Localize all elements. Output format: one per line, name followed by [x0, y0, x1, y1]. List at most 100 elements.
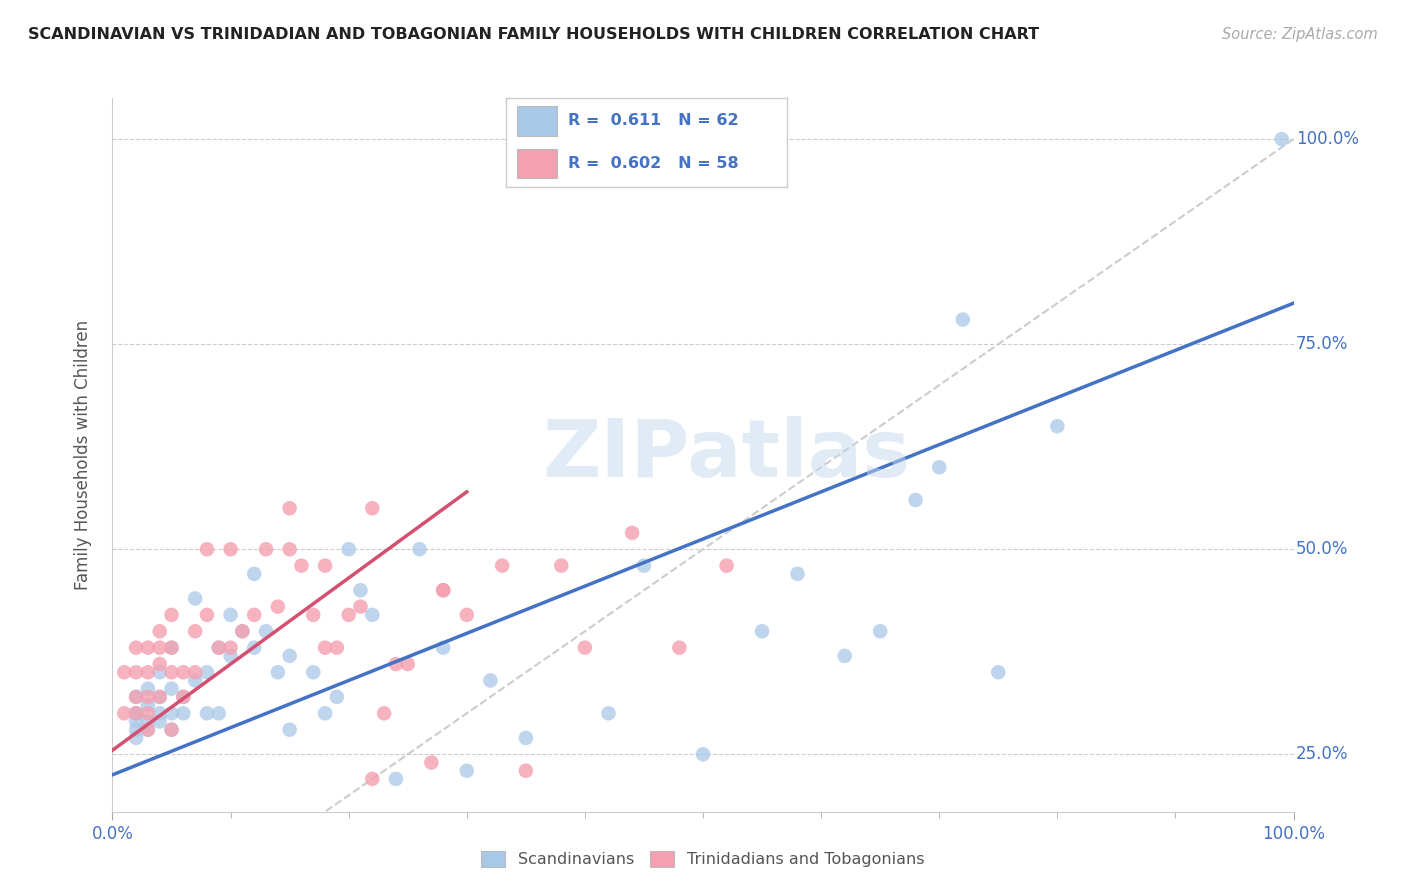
Point: [172, 665, 194, 680]
Point: [987, 665, 1010, 680]
Point: [243, 566, 266, 581]
Point: [195, 665, 218, 680]
Point: [633, 558, 655, 573]
Point: [1271, 132, 1294, 146]
Point: [172, 690, 194, 704]
Point: [125, 706, 148, 721]
Point: [243, 640, 266, 655]
Text: 75.0%: 75.0%: [1296, 335, 1348, 353]
Point: [125, 690, 148, 704]
Point: [208, 640, 231, 655]
Point: [361, 501, 384, 516]
Point: [598, 706, 620, 721]
Point: [515, 764, 537, 778]
Point: [195, 607, 218, 622]
Point: [349, 599, 371, 614]
Point: [136, 681, 159, 696]
Point: [456, 821, 478, 835]
Point: [786, 566, 808, 581]
Point: [184, 673, 207, 688]
Point: [361, 607, 384, 622]
Point: [160, 723, 183, 737]
Point: [208, 706, 231, 721]
Point: [172, 690, 194, 704]
Point: [373, 706, 395, 721]
Point: [432, 583, 454, 598]
Point: [314, 558, 336, 573]
Point: [278, 723, 301, 737]
Point: [668, 640, 690, 655]
Point: [149, 690, 172, 704]
Point: [1046, 419, 1069, 434]
Point: [219, 640, 242, 655]
Point: [136, 706, 159, 721]
Point: [160, 723, 183, 737]
Point: [125, 706, 148, 721]
Point: [834, 648, 856, 663]
Point: [278, 501, 301, 516]
Point: [267, 665, 290, 680]
Point: [149, 624, 172, 639]
Point: [160, 665, 183, 680]
Point: [112, 706, 135, 721]
Point: [326, 640, 349, 655]
Bar: [517, 106, 557, 136]
Point: [337, 542, 360, 557]
Point: [160, 607, 183, 622]
Point: [385, 772, 408, 786]
Y-axis label: Family Households with Children: Family Households with Children: [73, 320, 91, 590]
Legend: Scandinavians, Trinidadians and Tobagonians: Scandinavians, Trinidadians and Tobagoni…: [474, 843, 932, 875]
Point: [302, 665, 325, 680]
Point: [515, 731, 537, 745]
Point: [456, 607, 478, 622]
Point: [160, 640, 183, 655]
Text: 50.0%: 50.0%: [1296, 541, 1348, 558]
Point: [396, 657, 419, 671]
Point: [314, 640, 336, 655]
Point: [692, 747, 714, 762]
Point: [231, 624, 253, 639]
Point: [869, 624, 891, 639]
Point: [479, 673, 502, 688]
Point: [314, 706, 336, 721]
Point: [184, 591, 207, 606]
Point: [125, 706, 148, 721]
Point: [550, 838, 572, 852]
Text: 25.0%: 25.0%: [1296, 746, 1348, 764]
Point: [326, 690, 349, 704]
Point: [149, 690, 172, 704]
Point: [574, 640, 596, 655]
Point: [160, 681, 183, 696]
Point: [112, 665, 135, 680]
Point: [349, 583, 371, 598]
Point: [231, 624, 253, 639]
Point: [136, 723, 159, 737]
Point: [125, 714, 148, 729]
Point: [125, 665, 148, 680]
Point: [195, 542, 218, 557]
Point: [716, 558, 738, 573]
Point: [149, 706, 172, 721]
Text: ZIPatlas: ZIPatlas: [543, 416, 911, 494]
Text: R =  0.602   N = 58: R = 0.602 N = 58: [568, 156, 738, 170]
Point: [184, 624, 207, 639]
Point: [432, 640, 454, 655]
Point: [136, 698, 159, 712]
Point: [136, 723, 159, 737]
Point: [904, 493, 927, 508]
Point: [125, 690, 148, 704]
Point: [408, 542, 430, 557]
Point: [456, 764, 478, 778]
Point: [420, 756, 443, 770]
Point: [278, 648, 301, 663]
Point: [302, 607, 325, 622]
Point: [550, 558, 572, 573]
Point: [243, 607, 266, 622]
Point: [219, 648, 242, 663]
Point: [361, 772, 384, 786]
Point: [208, 640, 231, 655]
Point: [219, 542, 242, 557]
Point: [278, 542, 301, 557]
Point: [149, 714, 172, 729]
Text: 100.0%: 100.0%: [1296, 130, 1358, 148]
